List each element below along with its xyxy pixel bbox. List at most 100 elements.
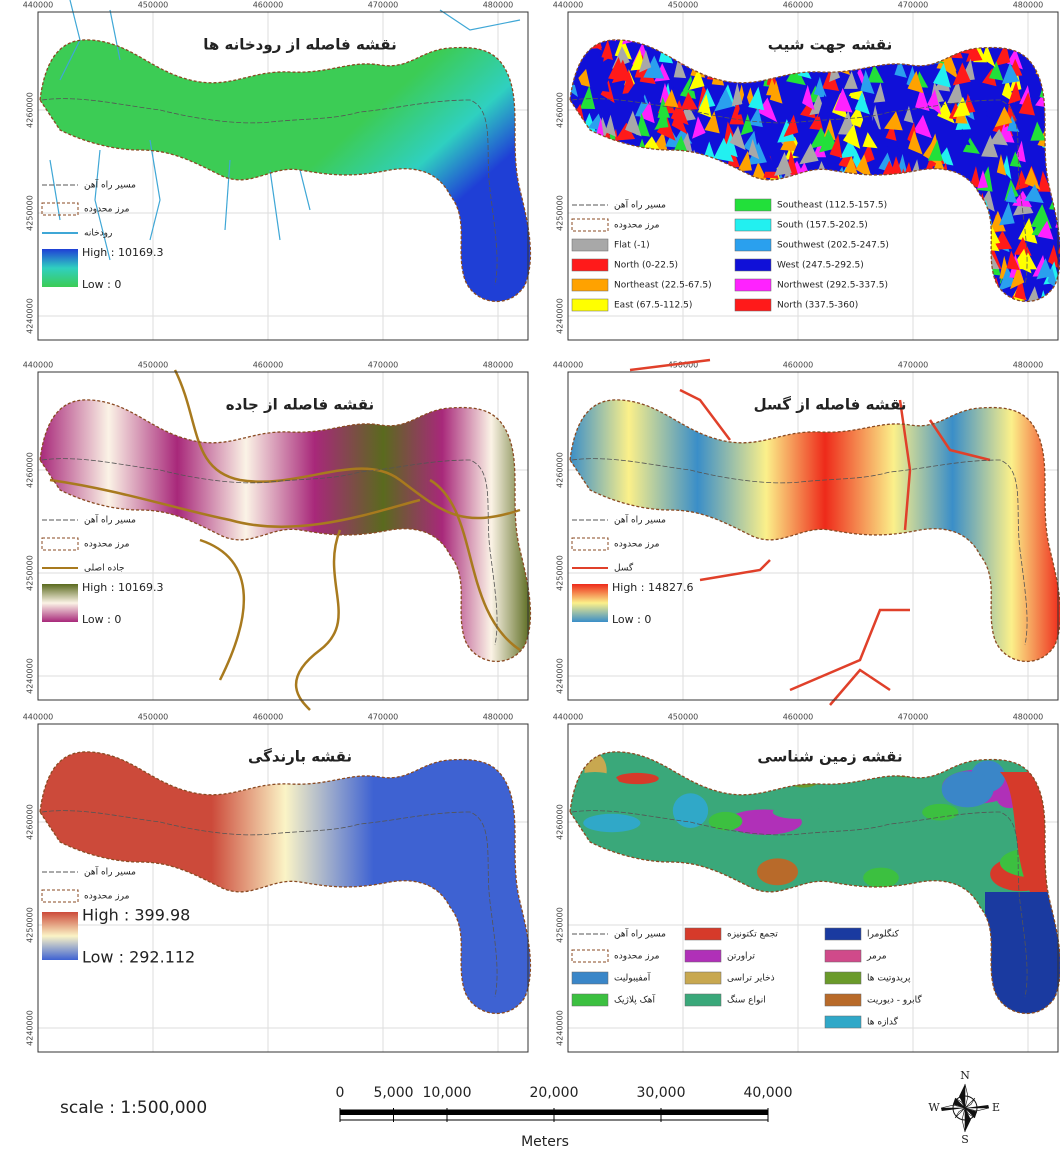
x-tick-label: 480000 bbox=[483, 1, 514, 10]
legend-label: مسیر راه آهن bbox=[614, 514, 666, 526]
aspect-patch bbox=[933, 223, 945, 241]
scale-tick-label: 0 bbox=[336, 1085, 345, 1101]
scale-tick-label: 5,000 bbox=[373, 1085, 413, 1101]
aspect-patch bbox=[953, 279, 971, 302]
x-tick-label: 460000 bbox=[783, 1, 814, 10]
legend-label: پریدوتیت ها bbox=[867, 974, 911, 984]
aspect-patch bbox=[868, 217, 881, 240]
x-tick-label: 440000 bbox=[553, 713, 584, 722]
legend-symbol bbox=[572, 994, 608, 1006]
aspect-patch bbox=[919, 243, 933, 267]
x-tick-label: 460000 bbox=[253, 361, 284, 370]
map-panel: 4400004500004600004700004800004260000425… bbox=[553, 713, 1060, 1053]
legend-symbol bbox=[735, 279, 771, 291]
map-panel: 4400004500004600004700004800004260000425… bbox=[553, 360, 1060, 705]
scale-segment bbox=[662, 1115, 767, 1120]
aspect-patch bbox=[649, 21, 662, 45]
aspect-patch bbox=[915, 35, 929, 58]
legend-label: انواع سنگ bbox=[727, 994, 766, 1006]
map-title: نقشه فاصله از گسل bbox=[754, 396, 907, 414]
legend-symbol bbox=[825, 950, 861, 962]
aspect-patch bbox=[693, 194, 703, 220]
aspect-patch bbox=[1054, 64, 1060, 82]
legend-symbol bbox=[825, 928, 861, 940]
legend-symbol bbox=[735, 219, 771, 231]
aspect-patch bbox=[686, 191, 704, 215]
scale-segment bbox=[340, 1110, 394, 1115]
aspect-patch bbox=[660, 208, 674, 231]
line-feature bbox=[296, 530, 340, 710]
y-tick-label: 4250000 bbox=[556, 195, 565, 231]
aspect-patch bbox=[688, 49, 699, 70]
y-tick-label: 4250000 bbox=[26, 555, 35, 591]
legend-label: Northwest (292.5-337.5) bbox=[777, 281, 888, 291]
legend-high: High : 10169.3 bbox=[82, 581, 163, 594]
y-tick-label: 4250000 bbox=[26, 907, 35, 943]
aspect-patch bbox=[929, 251, 944, 273]
x-tick-label: 440000 bbox=[553, 361, 584, 370]
aspect-patch bbox=[885, 218, 903, 242]
line-feature bbox=[300, 170, 310, 210]
aspect-patch bbox=[904, 191, 914, 209]
aspect-patch bbox=[887, 187, 900, 205]
legend-low: Low : 292.112 bbox=[82, 948, 195, 967]
legend-symbol bbox=[735, 299, 771, 311]
aspect-patch bbox=[683, 191, 701, 211]
aspect-patch bbox=[903, 235, 916, 254]
geology-unit bbox=[942, 771, 994, 807]
aspect-patch bbox=[916, 27, 932, 49]
aspect-patch bbox=[619, 152, 633, 174]
aspect-patch bbox=[688, 233, 701, 257]
aspect-patch bbox=[663, 20, 679, 44]
legend-label: مرز محدوده bbox=[614, 540, 660, 550]
legend-symbol bbox=[825, 1016, 861, 1028]
x-tick-label: 480000 bbox=[1013, 361, 1044, 370]
aspect-patch bbox=[714, 284, 727, 305]
aspect-patch bbox=[655, 232, 671, 251]
legend-label: East (67.5-112.5) bbox=[614, 301, 692, 311]
x-tick-label: 470000 bbox=[368, 713, 399, 722]
aspect-patch bbox=[575, 11, 591, 36]
legend-high: High : 14827.6 bbox=[612, 581, 693, 594]
legend-label: مسیر راه آهن bbox=[84, 866, 136, 878]
legend-label: مرمر bbox=[866, 952, 887, 962]
corridor-surface bbox=[40, 40, 530, 302]
aspect-patch bbox=[721, 203, 736, 220]
aspect-patch bbox=[685, 171, 699, 191]
aspect-patch bbox=[959, 299, 973, 317]
line-feature bbox=[270, 170, 280, 240]
geology-unit bbox=[673, 793, 708, 828]
aspect-patch bbox=[661, 221, 676, 245]
aspect-patch bbox=[960, 188, 972, 211]
y-tick-label: 4260000 bbox=[556, 452, 565, 488]
aspect-patch bbox=[930, 254, 947, 276]
aspect-patch bbox=[922, 190, 932, 213]
aspect-patch bbox=[735, 55, 751, 73]
scale-tick-label: 30,000 bbox=[637, 1085, 686, 1101]
aspect-patch bbox=[1051, 169, 1060, 191]
legend-low: Low : 0 bbox=[82, 278, 121, 291]
aspect-patch bbox=[669, 173, 681, 193]
aspect-patch bbox=[699, 13, 714, 36]
legend-symbol bbox=[735, 239, 771, 251]
aspect-patch bbox=[739, 17, 759, 39]
aspect-patch bbox=[693, 202, 707, 227]
aspect-patch bbox=[664, 185, 677, 211]
x-tick-label: 480000 bbox=[1013, 713, 1044, 722]
scale-tick-label: 40,000 bbox=[744, 1085, 793, 1101]
y-tick-label: 4260000 bbox=[556, 804, 565, 840]
aspect-patch bbox=[666, 163, 680, 184]
aspect-patch bbox=[575, 126, 587, 151]
aspect-patch bbox=[601, 139, 620, 161]
y-tick-label: 4250000 bbox=[556, 907, 565, 943]
geology-unit bbox=[616, 773, 659, 784]
geology-unit bbox=[583, 814, 640, 832]
aspect-patch bbox=[938, 277, 951, 296]
legend-label: South (157.5-202.5) bbox=[777, 221, 868, 231]
legend-low: Low : 0 bbox=[612, 613, 651, 626]
legend-label: Southeast (112.5-157.5) bbox=[777, 201, 887, 211]
compass-e: E bbox=[992, 1101, 1000, 1114]
legend-label: North (0-22.5) bbox=[614, 261, 678, 271]
aspect-patch bbox=[687, 157, 706, 178]
aspect-patch bbox=[957, 266, 966, 285]
